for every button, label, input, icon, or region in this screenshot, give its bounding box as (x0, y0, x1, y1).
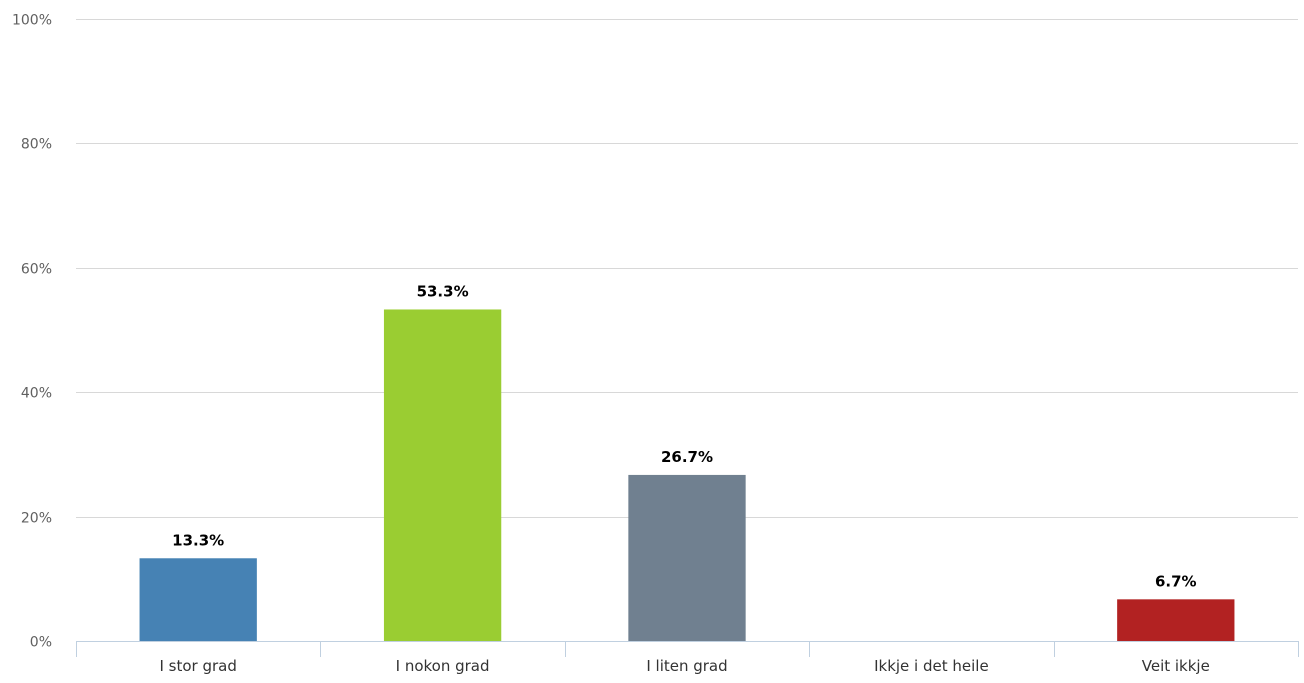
bars (139, 309, 1235, 641)
y-tick-label: 60% (21, 262, 52, 278)
data-label: 6.7% (1155, 572, 1197, 590)
y-axis-ticks: 0% 20% 40% 60% 80% 100% (12, 13, 52, 651)
bar[interactable] (383, 309, 502, 641)
x-category-label: Veit ikkje (1142, 657, 1210, 675)
data-label: 53.3% (417, 282, 469, 300)
data-label: 26.7% (661, 448, 713, 466)
data-labels: 13.3% 53.3% 26.7% 6.7% (172, 282, 1196, 590)
y-tick-label: 0% (30, 635, 52, 651)
bar[interactable] (628, 474, 746, 641)
bar[interactable] (1117, 599, 1235, 641)
x-category-label: Ikkje i det heile (874, 657, 989, 675)
x-category-label: I nokon grad (396, 657, 490, 675)
y-tick-label: 40% (21, 386, 52, 402)
x-axis: I stor grad I nokon grad I liten grad Ikkje… (76, 641, 1299, 675)
y-tick-label: 20% (21, 511, 52, 527)
data-label: 13.3% (172, 531, 224, 549)
x-category-label: I liten grad (646, 657, 727, 675)
grid-layer (76, 19, 1298, 518)
x-category-label: I stor grad (159, 657, 236, 675)
y-tick-label: 80% (21, 137, 52, 153)
bar[interactable] (139, 558, 257, 641)
y-tick-label: 100% (12, 13, 52, 29)
